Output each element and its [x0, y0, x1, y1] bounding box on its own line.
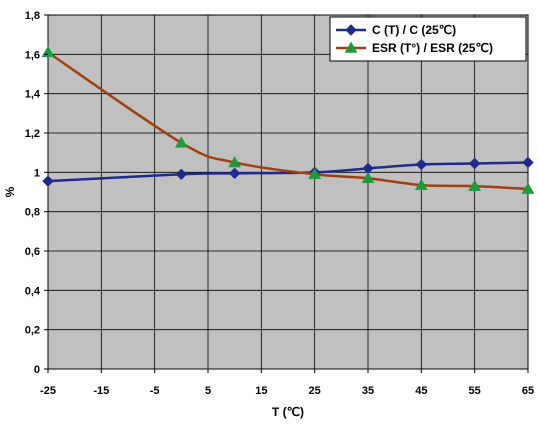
x-tick-label: 5	[205, 385, 211, 397]
data-point	[174, 136, 188, 148]
data-point	[228, 167, 241, 180]
plot-area	[47, 14, 529, 370]
legend-label: C (T) / C (25℃)	[372, 23, 456, 37]
y-tick-label: 0,6	[25, 246, 40, 258]
legend: C (T) / C (25℃) ESR (T°) / ESR (25℃)	[329, 16, 527, 62]
data-point	[468, 179, 482, 191]
data-point	[361, 171, 375, 183]
x-tick-label: 25	[309, 385, 321, 397]
y-axis-title: %	[3, 186, 17, 197]
x-tick-label: 55	[469, 385, 481, 397]
data-point	[175, 168, 188, 181]
series-1	[42, 156, 534, 187]
x-axis-ticks: -25 -15 -5 5 15 25 35 45 55 65	[40, 369, 534, 397]
y-tick-label: 0,8	[25, 207, 40, 219]
grid	[48, 15, 528, 369]
y-tick-label: 1,4	[25, 89, 41, 101]
x-tick-label: 45	[415, 385, 427, 397]
legend-marker	[344, 41, 358, 53]
data-point	[522, 156, 534, 169]
x-tick-label: -15	[93, 385, 109, 397]
y-tick-label: 1,2	[25, 128, 40, 140]
legend-label: ESR (T°) / ESR (25℃)	[372, 41, 493, 55]
y-tick-label: 0	[34, 364, 40, 376]
data-point	[415, 158, 428, 171]
series-layer	[41, 45, 535, 194]
data-point	[468, 157, 481, 170]
data-point	[308, 167, 322, 180]
y-tick-label: 0,2	[25, 325, 40, 337]
x-tick-label: 15	[255, 385, 267, 397]
legend-box	[329, 16, 527, 62]
data-point	[42, 175, 54, 187]
x-axis-title: T (℃)	[272, 405, 304, 419]
series-line	[47, 51, 529, 191]
y-tick-label: 1,8	[25, 10, 40, 22]
y-axis-ticks: 0 0,2 0,4 0,6 0,8 1 1,2 1,4 1,6 1,8	[25, 10, 48, 376]
x-tick-label: -5	[150, 385, 160, 397]
data-point	[228, 155, 242, 168]
y-tick-label: 0,4	[25, 285, 41, 297]
data-point	[414, 178, 428, 190]
y-tick-label: 1	[34, 167, 40, 179]
plot-background	[47, 14, 529, 370]
x-tick-label: 65	[522, 385, 534, 397]
y-tick-label: 1,6	[25, 49, 40, 61]
x-tick-label: 35	[362, 385, 374, 397]
x-tick-label: -25	[40, 385, 56, 397]
legend-marker	[345, 24, 357, 36]
data-point	[521, 182, 535, 194]
